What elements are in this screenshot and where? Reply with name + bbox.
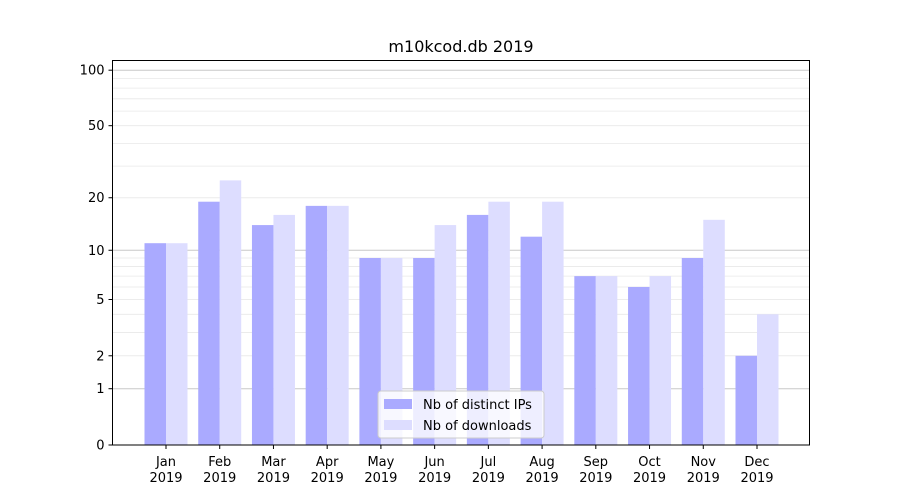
x-axis: Jan 2019 Feb 2019 Mar 2019 Apr 2019 May 2019 Jun 20…: [149, 445, 774, 486]
bar-ips: [305, 205, 328, 445]
bar-downloads: [327, 205, 349, 445]
x-tick-label: Nov 2019: [687, 455, 720, 486]
bar-downloads: [703, 219, 725, 445]
bar-ips: [466, 214, 489, 445]
bar-downloads: [649, 276, 672, 445]
x-tick-label: Jun 2019: [418, 455, 451, 486]
x-tick-label: Jan 2019: [149, 455, 182, 486]
bar-ips: [251, 225, 274, 445]
legend-swatch-downloads: [384, 420, 412, 430]
x-tick-label: Jul 2019: [472, 455, 505, 486]
y-tick-label: 0: [96, 439, 104, 454]
bar-ips: [574, 276, 596, 445]
bar-ips: [198, 201, 220, 445]
x-tick-label: Apr 2019: [311, 455, 344, 486]
y-tick-label: 5: [96, 293, 104, 308]
y-tick-label: 100: [80, 64, 105, 79]
bar-ips: [144, 243, 166, 445]
bar-downloads: [434, 225, 457, 445]
legend-swatch-ips: [384, 399, 412, 409]
x-tick-label: Oct 2019: [633, 455, 666, 486]
legend: Nb of distinct IPs Nb of downloads: [377, 390, 545, 439]
y-axis: 0 1 2 5 10 20 50 100: [80, 64, 113, 454]
bar-ips: [681, 258, 704, 445]
bar-ips: [628, 286, 650, 445]
bar-downloads: [542, 201, 564, 445]
x-tick-label: Feb 2019: [203, 455, 236, 486]
bar-downloads: [595, 276, 618, 445]
y-tick-label: 2: [96, 349, 104, 364]
bar-downloads: [488, 201, 510, 445]
x-tick-label: May 2019: [364, 455, 397, 486]
legend-label-ips: Nb of distinct IPs: [423, 398, 532, 413]
bar-downloads: [273, 214, 295, 445]
bar-downloads: [757, 314, 779, 445]
y-tick-label: 1: [96, 382, 104, 397]
y-tick-label: 10: [88, 244, 105, 259]
bar-ips: [359, 258, 381, 445]
plot-frame: [112, 60, 810, 446]
chart-title: m10kcod.db 2019: [388, 37, 533, 56]
x-tick-label: Sep 2019: [579, 455, 612, 486]
x-tick-label: Dec 2019: [740, 455, 773, 486]
x-tick-label: Aug 2019: [526, 455, 559, 486]
legend-box: [377, 390, 545, 439]
bar-ips: [735, 355, 757, 445]
bars: [144, 180, 779, 446]
bar-downloads: [219, 180, 242, 446]
x-tick-label: Mar 2019: [257, 455, 290, 486]
y-tick-label: 20: [88, 191, 105, 206]
y-tick-label: 50: [88, 119, 105, 134]
bar-downloads: [166, 243, 188, 445]
legend-label-downloads: Nb of downloads: [423, 419, 532, 434]
